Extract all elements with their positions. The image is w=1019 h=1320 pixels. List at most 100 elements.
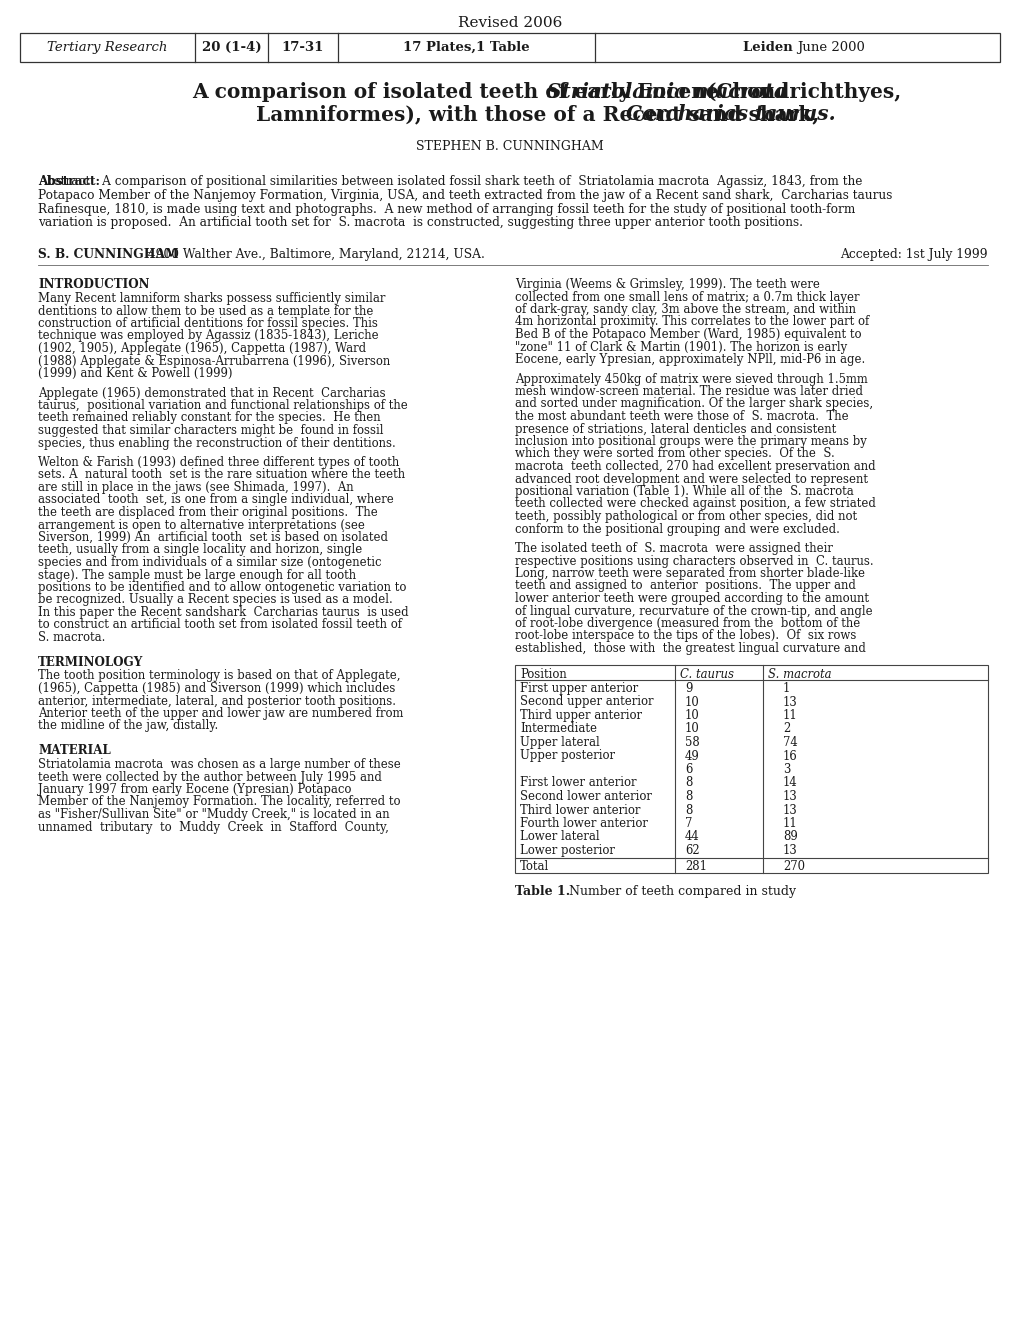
Text: 10: 10 <box>685 722 699 735</box>
Text: 3: 3 <box>783 763 790 776</box>
Text: are still in place in the jaws (see Shimada, 1997).  An: are still in place in the jaws (see Shim… <box>38 480 354 494</box>
Text: 10: 10 <box>685 696 699 709</box>
Text: teeth and assigned to  anterior  positions.  The upper and: teeth and assigned to anterior positions… <box>515 579 855 593</box>
Text: arrangement is open to alternative interpretations (see: arrangement is open to alternative inter… <box>38 519 365 532</box>
Text: Position: Position <box>520 668 567 681</box>
Text: Lamniformes), with those of a Recent sand shark,: Lamniformes), with those of a Recent san… <box>256 104 825 124</box>
Text: (Chondrichthyes,: (Chondrichthyes, <box>699 82 900 102</box>
Text: 13: 13 <box>783 843 797 857</box>
Text: (1965), Cappetta (1985) and Siverson (1999) which includes: (1965), Cappetta (1985) and Siverson (19… <box>38 682 395 696</box>
Text: Leiden: Leiden <box>743 41 797 54</box>
Text: dentitions to allow them to be used as a template for the: dentitions to allow them to be used as a… <box>38 305 373 318</box>
Text: 1: 1 <box>783 682 790 696</box>
Text: the teeth are displaced from their original positions.  The: the teeth are displaced from their origi… <box>38 506 377 519</box>
Text: Striatolamia macrota: Striatolamia macrota <box>546 82 786 102</box>
Text: 2: 2 <box>783 722 790 735</box>
Text: Upper posterior: Upper posterior <box>520 750 614 763</box>
Text: 74: 74 <box>783 737 797 748</box>
Text: 17-31: 17-31 <box>281 41 324 54</box>
Text: January 1997 from early Eocene (Ypresian) Potapaco: January 1997 from early Eocene (Ypresian… <box>38 783 351 796</box>
Text: Third upper anterior: Third upper anterior <box>520 709 641 722</box>
Text: MATERIAL: MATERIAL <box>38 744 111 756</box>
Text: teeth remained reliably constant for the species.  He then: teeth remained reliably constant for the… <box>38 412 380 425</box>
Text: 8: 8 <box>685 776 692 789</box>
Text: 4900 Walther Ave., Baltimore, Maryland, 21214, USA.: 4900 Walther Ave., Baltimore, Maryland, … <box>140 248 484 261</box>
Text: established,  those with  the greatest lingual curvature and: established, those with the greatest lin… <box>515 642 865 655</box>
Text: Many Recent lamniform sharks possess sufficiently similar: Many Recent lamniform sharks possess suf… <box>38 292 385 305</box>
Text: S. macrota.: S. macrota. <box>38 631 105 644</box>
Text: unnamed  tributary  to  Muddy  Creek  in  Stafford  County,: unnamed tributary to Muddy Creek in Staf… <box>38 821 388 833</box>
Text: 8: 8 <box>685 804 692 817</box>
Text: to construct an artificial tooth set from isolated fossil teeth of: to construct an artificial tooth set fro… <box>38 619 401 631</box>
Text: presence of striations, lateral denticles and consistent: presence of striations, lateral denticle… <box>515 422 836 436</box>
Text: Number of teeth compared in study: Number of teeth compared in study <box>565 884 796 898</box>
Text: The isolated teeth of  S. macrota  were assigned their: The isolated teeth of S. macrota were as… <box>515 543 833 554</box>
Text: Abstract:: Abstract: <box>38 176 100 187</box>
Text: of root-lobe divergence (measured from the  bottom of the: of root-lobe divergence (measured from t… <box>515 616 859 630</box>
Text: Intermediate: Intermediate <box>520 722 596 735</box>
Text: Tertiary Research: Tertiary Research <box>47 41 167 54</box>
Text: positions to be identified and to allow ontogenetic variation to: positions to be identified and to allow … <box>38 581 406 594</box>
Text: Carcharias taurus.: Carcharias taurus. <box>626 104 835 124</box>
Text: 16: 16 <box>783 750 797 763</box>
Text: be recognized. Usually a Recent species is used as a model.: be recognized. Usually a Recent species … <box>38 594 392 606</box>
Text: "zone" 11 of Clark & Martin (1901). The horizon is early: "zone" 11 of Clark & Martin (1901). The … <box>515 341 847 354</box>
Text: associated  tooth  set, is one from a single individual, where: associated tooth set, is one from a sing… <box>38 494 393 507</box>
Text: 17 Plates,1 Table: 17 Plates,1 Table <box>403 41 529 54</box>
Text: (1902, 1905), Applegate (1965), Cappetta (1987), Ward: (1902, 1905), Applegate (1965), Cappetta… <box>38 342 366 355</box>
Text: collected from one small lens of matrix; a 0.7m thick layer: collected from one small lens of matrix;… <box>515 290 859 304</box>
Text: sets. A  natural tooth  set is the rare situation where the teeth: sets. A natural tooth set is the rare si… <box>38 469 405 482</box>
Text: Anterior teeth of the upper and lower jaw are numbered from: Anterior teeth of the upper and lower ja… <box>38 708 403 719</box>
Text: Total: Total <box>520 859 548 873</box>
Text: 270: 270 <box>783 859 804 873</box>
Text: macrota  teeth collected, 270 had excellent preservation and: macrota teeth collected, 270 had excelle… <box>515 459 874 473</box>
Text: Second lower anterior: Second lower anterior <box>520 789 651 803</box>
Text: as "Fisher/Sullivan Site" or "Muddy Creek," is located in an: as "Fisher/Sullivan Site" or "Muddy Cree… <box>38 808 389 821</box>
Text: 7: 7 <box>685 817 692 830</box>
Text: S. macrota: S. macrota <box>767 668 830 681</box>
Text: Second upper anterior: Second upper anterior <box>520 696 653 709</box>
Text: First lower anterior: First lower anterior <box>520 776 636 789</box>
Text: C. taurus: C. taurus <box>680 668 734 681</box>
Text: advanced root development and were selected to represent: advanced root development and were selec… <box>515 473 867 486</box>
Text: mesh window-screen material. The residue was later dried: mesh window-screen material. The residue… <box>515 385 862 399</box>
Text: Third lower anterior: Third lower anterior <box>520 804 640 817</box>
Text: Abstract:  A comparison of positional similarities between isolated fossil shark: Abstract: A comparison of positional sim… <box>38 176 861 187</box>
Text: Eocene, early Ypresian, approximately NPll, mid-P6 in age.: Eocene, early Ypresian, approximately NP… <box>515 352 864 366</box>
Text: inclusion into positional groups were the primary means by: inclusion into positional groups were th… <box>515 436 866 447</box>
Text: Revised 2006: Revised 2006 <box>458 16 561 30</box>
Text: of dark-gray, sandy clay, 3m above the stream, and within: of dark-gray, sandy clay, 3m above the s… <box>515 304 855 315</box>
Text: June 2000: June 2000 <box>797 41 864 54</box>
Text: The tooth position terminology is based on that of Applegate,: The tooth position terminology is based … <box>38 669 400 682</box>
Text: 13: 13 <box>783 789 797 803</box>
Text: anterior, intermediate, lateral, and posterior tooth positions.: anterior, intermediate, lateral, and pos… <box>38 694 395 708</box>
Text: stage). The sample must be large enough for all tooth: stage). The sample must be large enough … <box>38 569 356 582</box>
Text: Accepted: 1st July 1999: Accepted: 1st July 1999 <box>840 248 987 261</box>
Text: Siverson, 1999) An  artificial tooth  set is based on isolated: Siverson, 1999) An artificial tooth set … <box>38 531 387 544</box>
Text: Fourth lower anterior: Fourth lower anterior <box>520 817 647 830</box>
Text: species, thus enabling the reconstruction of their dentitions.: species, thus enabling the reconstructio… <box>38 437 395 450</box>
Text: which they were sorted from other species.  Of the  S.: which they were sorted from other specie… <box>515 447 834 461</box>
Bar <box>515 664 987 873</box>
Text: 14: 14 <box>783 776 797 789</box>
Text: 13: 13 <box>783 804 797 817</box>
Text: Approximately 450kg of matrix were sieved through 1.5mm: Approximately 450kg of matrix were sieve… <box>515 372 867 385</box>
Text: (1988) Applegate & Espinosa-Arrubarrena (1996), Siverson: (1988) Applegate & Espinosa-Arrubarrena … <box>38 355 390 367</box>
Text: TERMINOLOGY: TERMINOLOGY <box>38 656 144 668</box>
Text: variation is proposed.  An artificial tooth set for  S. macrota  is constructed,: variation is proposed. An artificial too… <box>38 216 802 230</box>
Text: 9: 9 <box>685 682 692 696</box>
Text: the midline of the jaw, distally.: the midline of the jaw, distally. <box>38 719 218 733</box>
Text: Rafinesque, 1810, is made using text and photographs.  A new method of arranging: Rafinesque, 1810, is made using text and… <box>38 202 855 215</box>
Text: taurus,  positional variation and functional relationships of the: taurus, positional variation and functio… <box>38 399 408 412</box>
Text: Table 1.: Table 1. <box>515 884 570 898</box>
Text: of lingual curvature, recurvature of the crown-tip, and angle: of lingual curvature, recurvature of the… <box>515 605 872 618</box>
Text: Long, narrow teeth were separated from shorter blade-like: Long, narrow teeth were separated from s… <box>515 568 864 579</box>
Text: Striatolamia macrota  was chosen as a large number of these: Striatolamia macrota was chosen as a lar… <box>38 758 400 771</box>
Text: (1999) and Kent & Powell (1999): (1999) and Kent & Powell (1999) <box>38 367 232 380</box>
Text: conform to the positional grouping and were excluded.: conform to the positional grouping and w… <box>515 523 839 536</box>
Text: Virginia (Weems & Grimsley, 1999). The teeth were: Virginia (Weems & Grimsley, 1999). The t… <box>515 279 819 290</box>
Text: 44: 44 <box>685 830 699 843</box>
Text: 13: 13 <box>783 696 797 709</box>
Text: S. B. CUNNINGHAM: S. B. CUNNINGHAM <box>38 248 178 261</box>
Text: Applegate (1965) demonstrated that in Recent  Carcharias: Applegate (1965) demonstrated that in Re… <box>38 387 385 400</box>
